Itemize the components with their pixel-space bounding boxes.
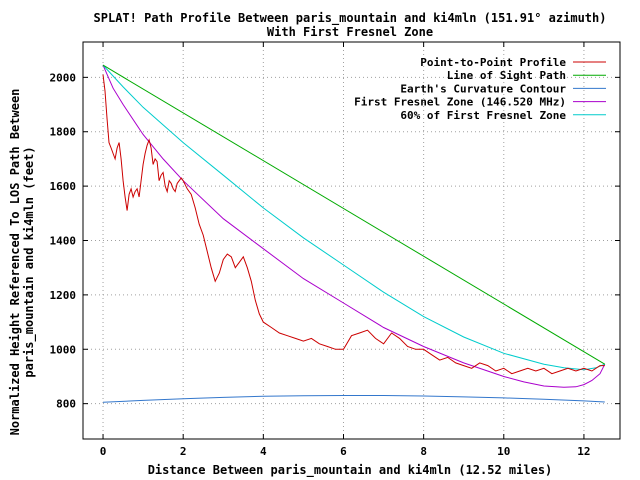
legend-label: Point-to-Point Profile <box>420 56 566 69</box>
y-ticks: 800 1000 1200 1400 1600 1800 2000 <box>50 71 620 411</box>
y-tick-label: 1200 <box>50 289 77 302</box>
legend-label: First Fresnel Zone (146.520 MHz) <box>354 96 566 109</box>
series-group <box>102 64 606 403</box>
series-line-of-sight-path <box>102 64 606 365</box>
x-tick-label: 0 <box>100 445 107 458</box>
x-tick-label: 2 <box>180 445 187 458</box>
x-tick-label: 12 <box>577 445 590 458</box>
y-axis-label-line1: Normalized Height Referenced To LOS Path… <box>8 89 22 436</box>
y-tick-label: 1400 <box>50 235 77 248</box>
x-tick-label: 4 <box>260 445 267 458</box>
legend-label: Earth's Curvature Contour <box>400 82 566 95</box>
x-tick-label: 10 <box>497 445 510 458</box>
chart-title: SPLAT! Path Profile Between paris_mounta… <box>94 11 607 26</box>
series-first-fresnel-zone-146-520-mhz <box>102 64 606 388</box>
legend-label: 60% of First Fresnel Zone <box>400 109 566 122</box>
grid-lines <box>83 42 620 439</box>
y-tick-label: 2000 <box>50 71 77 84</box>
x-tick-label: 6 <box>340 445 347 458</box>
legend-label: Line of Sight Path <box>447 69 566 82</box>
chart-subtitle: With First Fresnel Zone <box>267 25 433 39</box>
series-60-of-first-fresnel-zone <box>102 64 605 371</box>
series-earth-s-curvature-contour <box>102 395 605 403</box>
x-tick-label: 8 <box>420 445 427 458</box>
y-tick-label: 800 <box>56 398 76 411</box>
y-tick-label: 1800 <box>50 126 77 139</box>
y-axis-label-line2: paris_mountain and ki4mln (feet) <box>22 146 37 377</box>
x-ticks: 0 2 4 6 8 10 12 <box>100 42 591 458</box>
x-axis-label: Distance Between paris_mountain and ki4m… <box>148 463 553 478</box>
y-tick-label: 1600 <box>50 180 77 193</box>
series-point-to-point-profile <box>102 74 605 375</box>
y-tick-label: 1000 <box>50 343 77 356</box>
